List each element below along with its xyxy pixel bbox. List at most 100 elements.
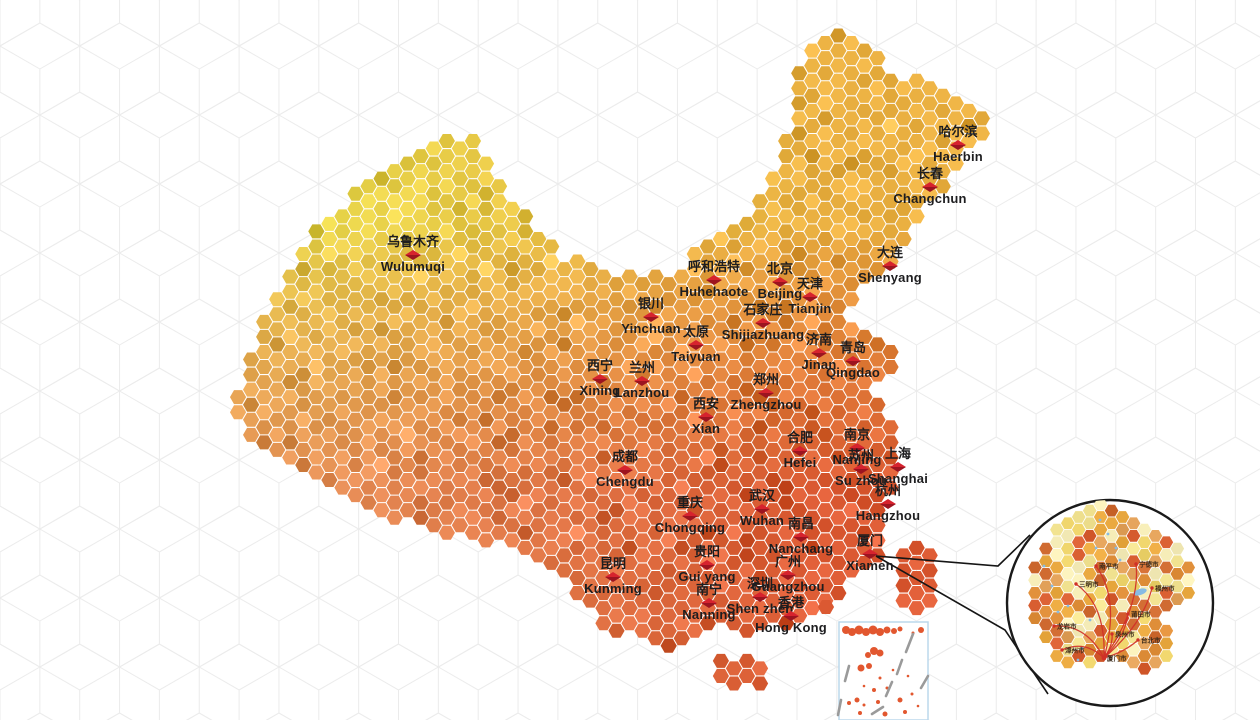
map-hex-tile bbox=[308, 375, 325, 390]
city-huhehaote[interactable]: 呼和浩特 Huhehaote bbox=[680, 259, 749, 299]
map-hex-tile bbox=[360, 480, 377, 495]
map-hex-tile bbox=[621, 525, 638, 540]
city-wulumuqi[interactable]: 乌鲁木齐 Wulumuqi bbox=[381, 234, 445, 274]
map-hex-tile bbox=[256, 344, 273, 359]
city-guangzhou[interactable]: 广州 Guangzhou bbox=[751, 554, 824, 594]
map-hex-tile bbox=[530, 352, 547, 367]
map-hex-tile bbox=[386, 209, 403, 224]
scs-island-dot bbox=[862, 684, 866, 688]
map-hex-tile bbox=[804, 525, 821, 540]
map-hex-tile bbox=[438, 299, 455, 314]
map-hex-tile bbox=[751, 194, 769, 209]
city-chongqing[interactable]: 重庆 Chongqing bbox=[655, 495, 725, 535]
city-changchun[interactable]: 长春 Changchun bbox=[893, 166, 966, 206]
city-label-zh: 呼和浩特 bbox=[688, 259, 740, 274]
map-hex-tile bbox=[647, 570, 664, 586]
city-hangzhou[interactable]: 杭州 Hangzhou bbox=[856, 483, 920, 523]
map-hex-tile bbox=[765, 292, 782, 307]
map-hex-tile bbox=[360, 314, 377, 329]
map-hex-tile bbox=[308, 269, 325, 284]
inset-city-label[interactable]: 三明市 bbox=[1074, 580, 1099, 589]
city-nanning[interactable]: 南宁 Nanning bbox=[682, 582, 735, 622]
city-marker-icon bbox=[802, 292, 818, 297]
map-hex-tile bbox=[712, 578, 729, 593]
city-xian[interactable]: 西安 Xian bbox=[692, 396, 720, 436]
inset-city-label[interactable]: 莆田市 bbox=[1126, 610, 1151, 619]
map-hex-tile bbox=[634, 292, 651, 307]
map-hex-tile bbox=[269, 322, 286, 337]
city-shen-zhen[interactable]: 深圳 Shen zhen bbox=[727, 576, 794, 616]
map-hex-tile bbox=[647, 450, 664, 465]
city-hong-kong[interactable]: 香港 Hong Kong bbox=[755, 595, 827, 635]
map-hex-tile bbox=[778, 435, 795, 450]
map-hex-tile bbox=[882, 360, 899, 375]
map-hex-tile bbox=[490, 360, 508, 375]
inset-city-label[interactable]: 南平市 bbox=[1094, 562, 1119, 571]
map-hex-tile bbox=[699, 254, 716, 269]
map-hex-tile bbox=[843, 367, 860, 382]
city-shanghai[interactable]: 上海 Shanghai bbox=[868, 446, 928, 486]
city-xining[interactable]: 西宁 Xining bbox=[580, 358, 621, 398]
map-hex-tile bbox=[373, 186, 390, 201]
city-marker-icon bbox=[754, 509, 770, 514]
map-hex-tile bbox=[530, 442, 547, 457]
inset-city-label[interactable]: 宁德市 bbox=[1134, 560, 1159, 569]
inset-city-label[interactable]: 福州市 bbox=[1150, 584, 1175, 593]
inset-city-hub[interactable]: 厦门市 bbox=[1101, 654, 1127, 663]
map-hex-tile bbox=[334, 224, 351, 239]
map-hex-tile bbox=[647, 510, 664, 525]
callout-line bbox=[875, 534, 1031, 567]
city-marker-icon bbox=[617, 470, 633, 475]
map-hex-tile bbox=[804, 540, 821, 555]
inset-city-label[interactable]: 漳州市 bbox=[1060, 646, 1085, 655]
city-qingdao[interactable]: 青岛 Qingdao bbox=[826, 340, 880, 380]
city-taiyuan[interactable]: 太原 Taiyuan bbox=[671, 324, 721, 364]
city-jinan[interactable]: 济南 Jinan bbox=[802, 332, 837, 372]
city-nanjing[interactable]: 南京 Nanjing bbox=[832, 427, 881, 467]
map-hex-tile bbox=[660, 307, 677, 322]
map-hex-tile bbox=[673, 540, 690, 555]
city-beijing[interactable]: 北京 Beijing bbox=[758, 261, 803, 301]
city-xiamen[interactable]: 厦门 Xiamen bbox=[846, 533, 893, 573]
map-hex-tile bbox=[738, 578, 756, 593]
city-gui-yang[interactable]: 贵阳 Gui yang bbox=[678, 544, 735, 584]
map-hex-tile bbox=[399, 216, 416, 231]
map-hex-tile bbox=[895, 231, 912, 246]
map-hex-tile bbox=[660, 488, 677, 503]
map-hex-tile bbox=[477, 427, 495, 442]
city-hefei[interactable]: 合肥 Hefei bbox=[784, 430, 817, 470]
map-hex-tile bbox=[634, 352, 651, 367]
map-hex-tile bbox=[673, 420, 690, 435]
city-nanchang[interactable]: 南昌 Nanchang bbox=[769, 516, 833, 556]
map-hex-tile bbox=[673, 480, 690, 495]
inset-city-label[interactable]: 龙岩市 bbox=[1052, 622, 1077, 631]
map-hex-tile bbox=[634, 503, 651, 518]
map-hex-tile bbox=[477, 382, 495, 397]
city-yinchuan[interactable]: 银川 Yinchuan bbox=[621, 296, 681, 336]
map-hex-tile bbox=[778, 525, 795, 540]
map-hex-tile bbox=[569, 570, 586, 586]
map-hex-tile bbox=[765, 442, 782, 457]
map-hex-tile bbox=[934, 88, 951, 103]
city-shenyang[interactable]: 大连 Shenyang bbox=[858, 245, 922, 285]
city-kunming[interactable]: 昆明 Kunming bbox=[584, 556, 642, 596]
map-hex-tile bbox=[386, 314, 403, 329]
city-su-zhou[interactable]: 苏州 Su zhou bbox=[835, 448, 887, 488]
city-chengdu[interactable]: 成都 Chengdu bbox=[596, 449, 654, 489]
city-lanzhou[interactable]: 兰州 Lanzhou bbox=[615, 360, 670, 400]
city-haerbin[interactable]: 哈尔滨 Haerbin bbox=[933, 124, 983, 164]
city-label-zh: 银川 bbox=[638, 296, 664, 311]
city-zhengzhou[interactable]: 郑州 Zhengzhou bbox=[730, 372, 801, 412]
map-hex-tile bbox=[386, 435, 403, 450]
map-hex-tile bbox=[804, 179, 821, 194]
city-tianjin[interactable]: 天津 Tianjin bbox=[788, 276, 831, 316]
city-shijiazhuang[interactable]: 石家庄 Shijiazhuang bbox=[722, 302, 805, 342]
map-hex-tile bbox=[856, 209, 873, 224]
city-wuhan[interactable]: 武汉 Wuhan bbox=[740, 488, 784, 528]
map-hex-tile bbox=[269, 427, 286, 442]
inset-city-label[interactable]: 台北市 bbox=[1136, 636, 1161, 645]
inset-city-label[interactable]: 泉州市 bbox=[1110, 630, 1135, 639]
map-hex-tile bbox=[438, 284, 455, 299]
map-hex-tile bbox=[765, 533, 782, 548]
city-marker-icon bbox=[755, 323, 771, 328]
